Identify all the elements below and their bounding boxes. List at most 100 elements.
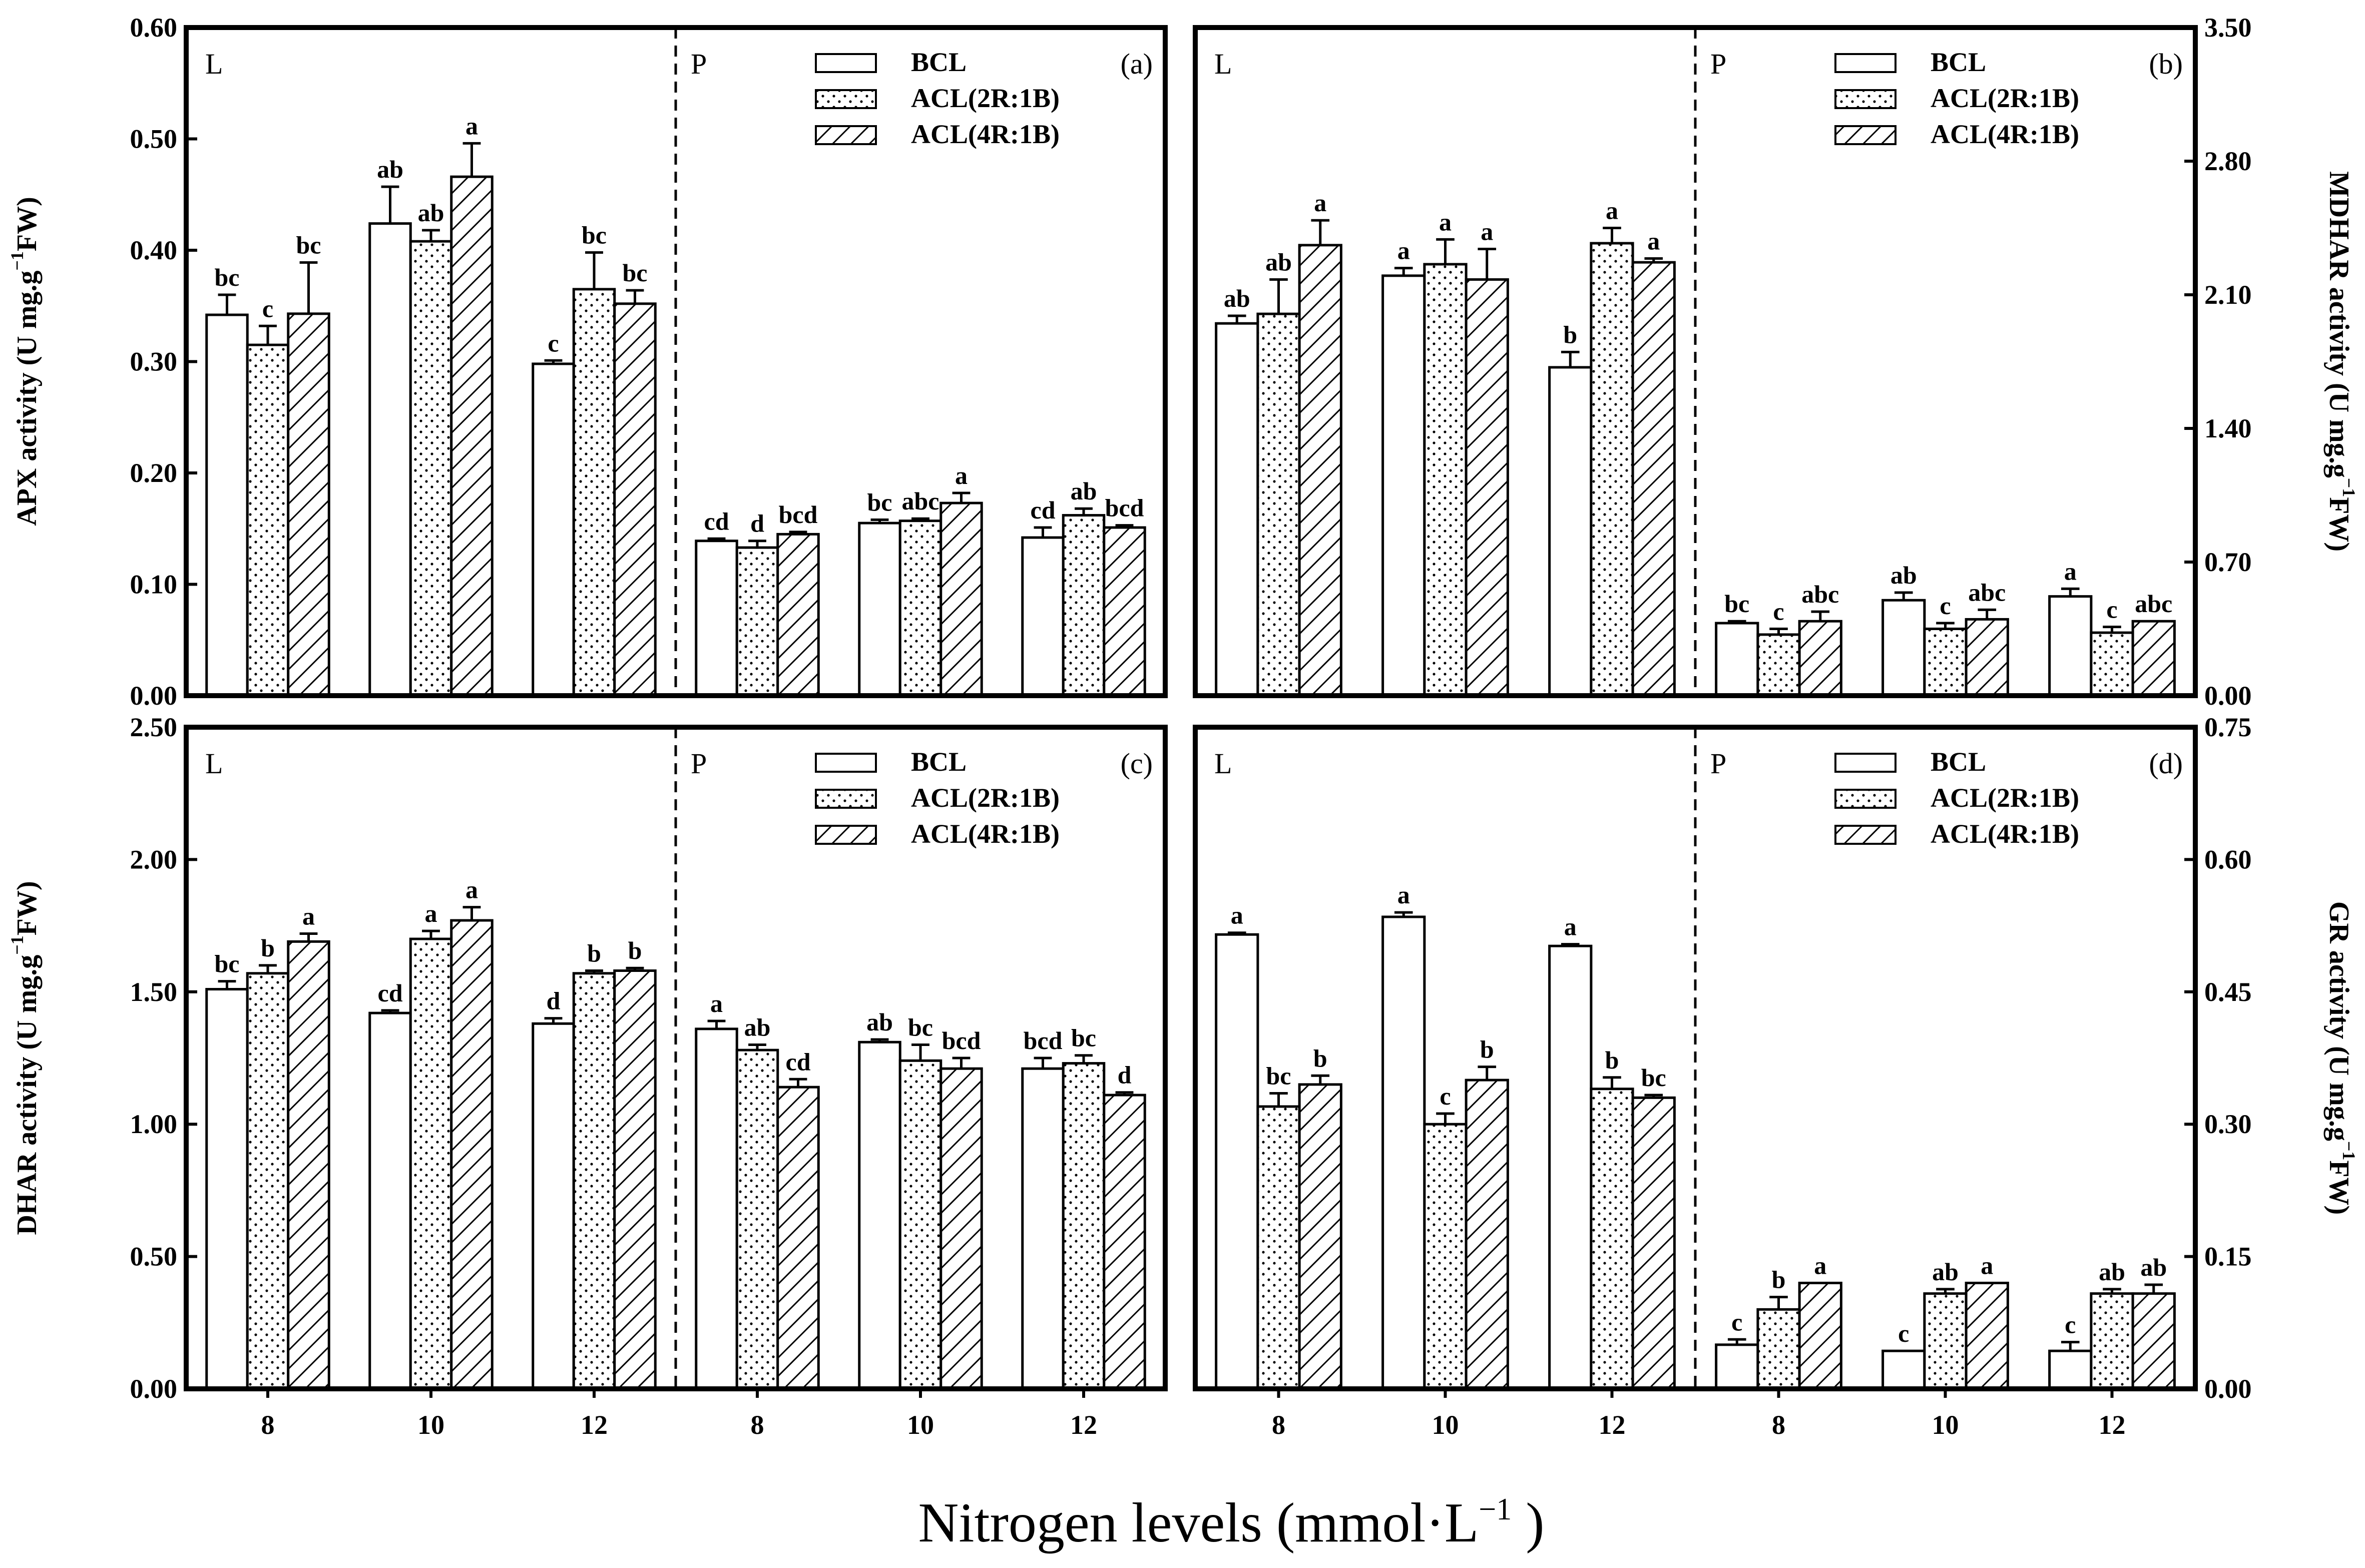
legend-label-bcl: BCL bbox=[911, 747, 967, 777]
significance-letter: a bbox=[302, 902, 315, 930]
significance-letter: bc bbox=[908, 1013, 933, 1041]
bar-acl-2r1b-2 bbox=[572, 972, 616, 1390]
y-axis-title-unit: activity (U mg.g bbox=[2323, 287, 2354, 478]
significance-letter: ab bbox=[2099, 1258, 2125, 1286]
bar-acl-4r1b-5 bbox=[1103, 526, 1146, 697]
y-axis-title: MDHAR activity (U mg.g−1FW) bbox=[2323, 171, 2359, 552]
legend-swatch-bcl bbox=[815, 753, 877, 773]
bar-acl-4r1b-4 bbox=[939, 501, 983, 697]
legend-swatch-acl-4r1b bbox=[815, 825, 877, 845]
bar-acl-4r1b-4 bbox=[939, 1067, 983, 1390]
region-label-l: L bbox=[1214, 747, 1232, 780]
significance-letter: cd bbox=[786, 1048, 811, 1076]
significance-letter: c bbox=[1440, 1082, 1451, 1110]
y-axis-title: DHAR activity (U mg.g−1FW) bbox=[7, 881, 43, 1235]
y-tick-label: 2.50 bbox=[130, 712, 178, 742]
y-axis-title-unit: activity (U mg.g bbox=[12, 955, 43, 1146]
significance-letter: c bbox=[1898, 1319, 1909, 1347]
bar-acl-4r1b-1 bbox=[1465, 278, 1509, 697]
bar-acl-2r1b-4 bbox=[898, 519, 942, 697]
region-label-p: P bbox=[691, 48, 707, 80]
bar-acl-2r1b-3 bbox=[1756, 633, 1801, 697]
bar-bcl-1 bbox=[1381, 274, 1426, 697]
significance-letter: a bbox=[1397, 881, 1410, 909]
legend-swatch-acl-2r1b bbox=[815, 789, 877, 809]
x-axis-title-sup: −1 bbox=[1479, 1492, 1512, 1526]
y-tick-label: 0.00 bbox=[130, 681, 178, 711]
legend-label-acl-2r1b: ACL(2R:1B) bbox=[911, 783, 1060, 813]
significance-letter: ab bbox=[2140, 1253, 2167, 1281]
bar-bcl-3 bbox=[1715, 622, 1759, 697]
bar-acl-4r1b-5 bbox=[2131, 620, 2176, 697]
bar-acl-2r1b-1 bbox=[409, 937, 453, 1390]
y-tick-label: 1.00 bbox=[130, 1109, 178, 1139]
y-axis-title-name: MDHAR bbox=[2323, 171, 2354, 287]
bar-bcl-3 bbox=[695, 1027, 738, 1390]
region-label-l: L bbox=[205, 48, 223, 80]
bar-acl-2r1b-1 bbox=[1423, 1123, 1468, 1390]
significance-letter: ab bbox=[1071, 477, 1097, 505]
significance-letter: bc bbox=[1641, 1064, 1666, 1092]
significance-letter: c bbox=[1773, 598, 1784, 626]
bar-acl-4r1b-3 bbox=[776, 1086, 820, 1390]
bar-acl-4r1b-2 bbox=[613, 969, 657, 1390]
y-tick-label: 2.10 bbox=[2204, 280, 2252, 310]
significance-letter: a bbox=[1439, 208, 1452, 236]
significance-letter: a bbox=[710, 989, 723, 1017]
bar-acl-2r1b-2 bbox=[572, 288, 616, 697]
y-tick-label: 0.30 bbox=[2204, 1109, 2252, 1139]
y-tick-label: 0.00 bbox=[2204, 681, 2252, 711]
significance-letter: b bbox=[1772, 1266, 1786, 1294]
significance-letter: c bbox=[1940, 592, 1951, 620]
bar-bcl-3 bbox=[695, 540, 738, 697]
significance-letter: a bbox=[1564, 913, 1577, 941]
bar-acl-2r1b-4 bbox=[1923, 1292, 1968, 1390]
panel-label: (b) bbox=[2149, 48, 2183, 80]
bar-acl-2r1b-4 bbox=[1923, 628, 1968, 697]
bar-acl-2r1b-1 bbox=[409, 240, 453, 697]
bar-acl-2r1b-4 bbox=[898, 1059, 942, 1390]
significance-letter: a bbox=[1647, 227, 1660, 255]
bar-bcl-1 bbox=[1381, 915, 1426, 1390]
bar-acl-4r1b-3 bbox=[1798, 1281, 1842, 1390]
y-tick-label: 0.15 bbox=[2204, 1242, 2252, 1272]
x-tick-label: 8 bbox=[261, 1410, 275, 1440]
y-axis-title-name: GR bbox=[2323, 901, 2354, 950]
y-tick-label: 0.70 bbox=[2204, 547, 2252, 577]
y-tick-label: 0.60 bbox=[130, 13, 178, 43]
y-tick-label: 0.10 bbox=[130, 570, 178, 600]
bar-acl-2r1b-5 bbox=[1062, 514, 1106, 697]
significance-letter: b bbox=[587, 939, 601, 967]
bar-acl-2r1b-0 bbox=[246, 972, 290, 1390]
significance-letter: a bbox=[1314, 189, 1326, 217]
bar-bcl-4 bbox=[1881, 599, 1926, 697]
y-axis-title: GR activity (U mg.g−1FW) bbox=[2323, 901, 2359, 1215]
x-tick-label: 12 bbox=[581, 1410, 608, 1440]
bar-bcl-0 bbox=[205, 988, 249, 1390]
significance-letter: bc bbox=[623, 259, 648, 287]
y-axis-title-unit: activity (U mg.g bbox=[12, 271, 43, 461]
x-tick-label: 8 bbox=[1772, 1410, 1785, 1440]
bar-acl-4r1b-2 bbox=[1631, 261, 1676, 697]
significance-letter: cd bbox=[704, 507, 729, 535]
significance-letter: ab bbox=[418, 199, 444, 227]
y-tick-label: 1.40 bbox=[2204, 413, 2252, 443]
legend-swatch-acl-4r1b bbox=[815, 125, 877, 145]
x-tick-label: 10 bbox=[417, 1410, 444, 1440]
significance-letter: b bbox=[1313, 1044, 1327, 1072]
bar-bcl-2 bbox=[1548, 944, 1593, 1390]
y-axis-title: APX activity (U mg.g−1FW) bbox=[7, 197, 43, 526]
legend-swatch-bcl bbox=[1834, 753, 1897, 773]
legend-swatch-acl-4r1b bbox=[1834, 125, 1897, 145]
y-tick-label: 0.00 bbox=[2204, 1374, 2252, 1404]
legend-swatch-acl-2r1b bbox=[1834, 789, 1897, 809]
x-tick-label: 10 bbox=[907, 1410, 934, 1440]
region-label-p: P bbox=[1710, 48, 1726, 80]
significance-letter: bc bbox=[867, 488, 892, 516]
significance-letter: bcd bbox=[1024, 1026, 1063, 1055]
y-axis-title-sup: −1 bbox=[7, 935, 27, 955]
